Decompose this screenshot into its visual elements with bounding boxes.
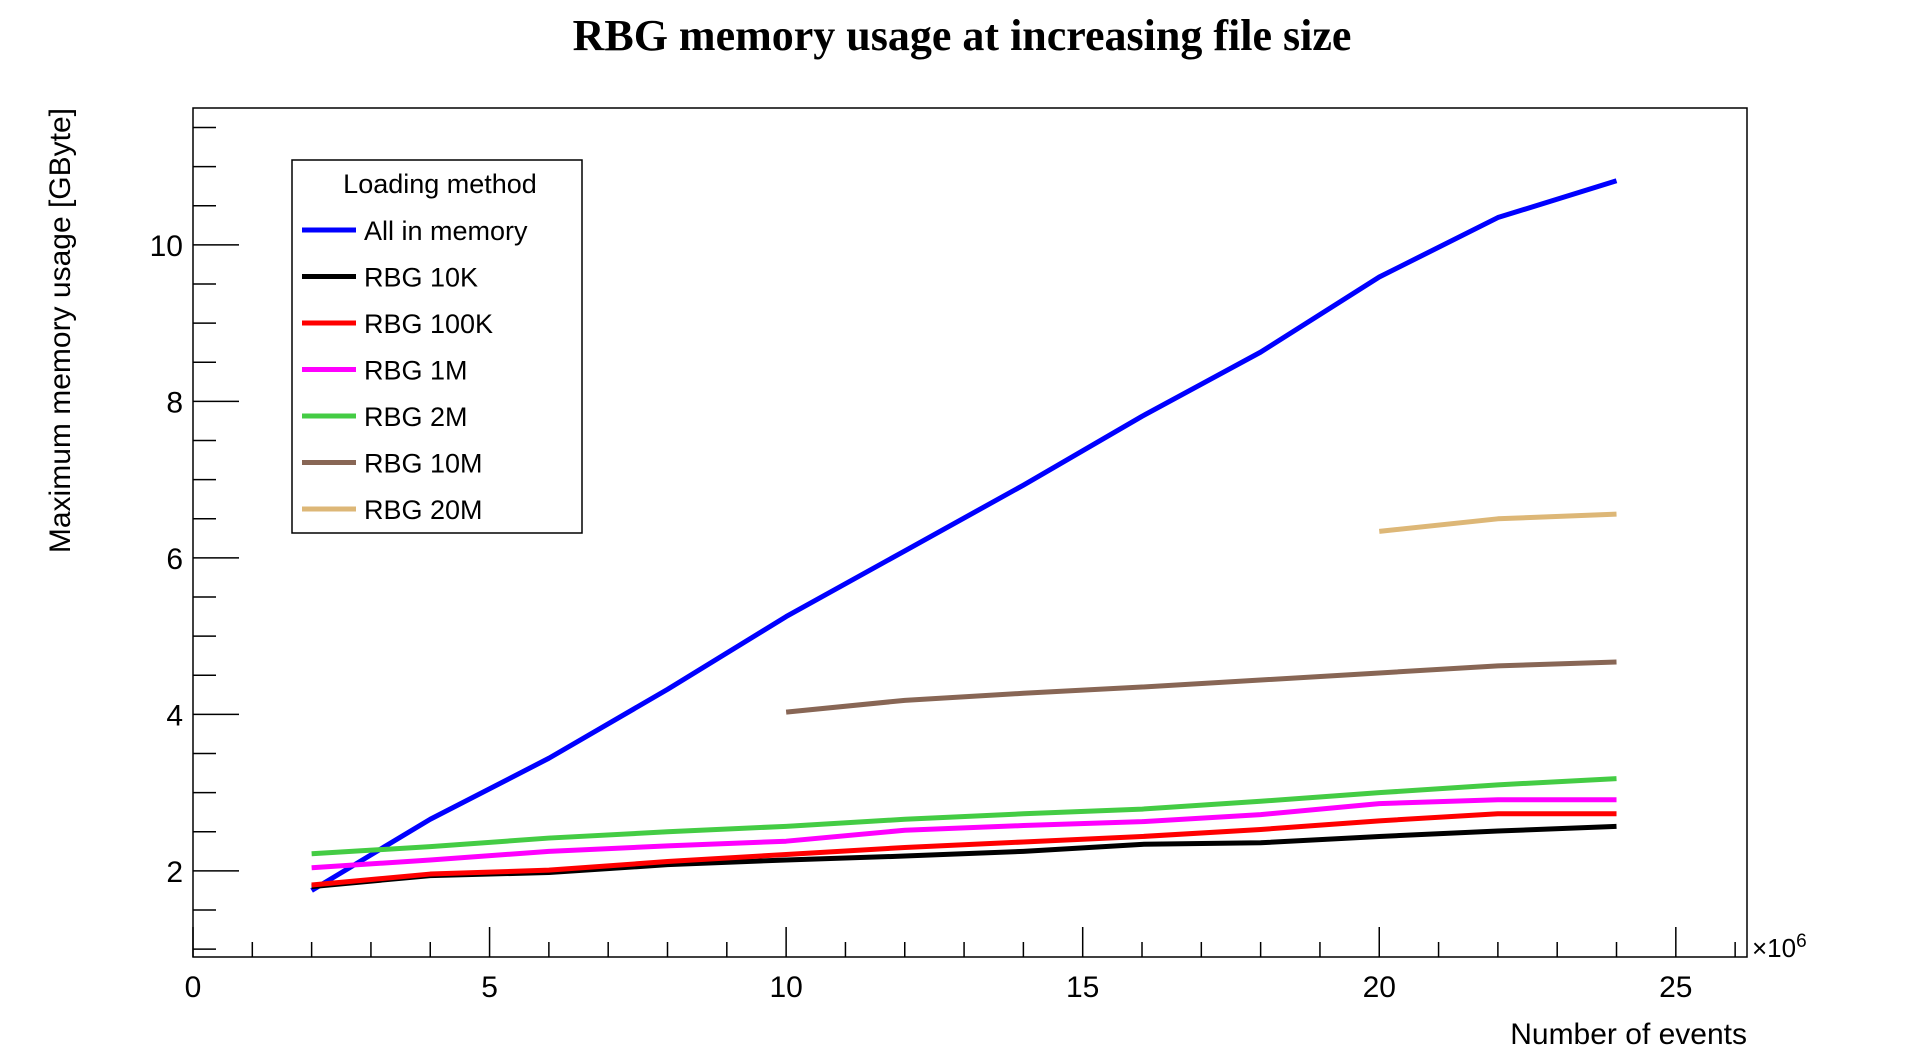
x-axis-label: Number of events bbox=[1510, 1018, 1747, 1051]
x-tick-label: 25 bbox=[1659, 971, 1692, 1004]
y-tick-label: 4 bbox=[166, 699, 183, 732]
series-line bbox=[310, 178, 1618, 893]
legend-title: Loading method bbox=[343, 169, 537, 199]
y-tick-label: 2 bbox=[166, 856, 183, 889]
legend-label: RBG 100K bbox=[364, 309, 493, 339]
x-axis-multiplier: ×106 bbox=[1752, 931, 1807, 963]
plot-frame bbox=[192, 107, 1748, 958]
series-line bbox=[785, 659, 1617, 715]
y-tick-label: 10 bbox=[150, 230, 183, 263]
y-tick-label: 8 bbox=[166, 386, 183, 419]
y-axis-label: Maximum memory usage [GByte] bbox=[44, 108, 77, 553]
series-line bbox=[311, 797, 1617, 871]
chart-title: RBG memory usage at increasing file size bbox=[573, 11, 1352, 60]
legend: Loading method All in memory RBG 10K RBG 1… bbox=[291, 159, 583, 534]
legend-box bbox=[291, 159, 583, 534]
legend-label: RBG 10M bbox=[364, 449, 483, 479]
series-line bbox=[1378, 511, 1617, 534]
x-tick-label: 20 bbox=[1363, 971, 1396, 1004]
series-layer bbox=[310, 178, 1618, 893]
legend-label: All in memory bbox=[364, 216, 528, 246]
legend-label: RBG 20M bbox=[364, 495, 483, 525]
series-line bbox=[311, 776, 1617, 857]
legend-items: All in memory RBG 10K RBG 100K RBG 1M RBG 2M… bbox=[302, 216, 528, 525]
x-tick-label: 5 bbox=[481, 971, 498, 1004]
series-line bbox=[311, 811, 1617, 888]
x-tick-label: 0 bbox=[185, 971, 202, 1004]
x-tick-label: 15 bbox=[1066, 971, 1099, 1004]
y-tick-label: 6 bbox=[166, 543, 183, 576]
legend-label: RBG 2M bbox=[364, 402, 468, 432]
legend-label: RBG 10K bbox=[364, 263, 478, 293]
y-axis: 2 4 6 8 10 bbox=[150, 126, 239, 950]
x-tick-label: 10 bbox=[769, 971, 802, 1004]
x-axis: 0 5 10 15 20 25 bbox=[185, 927, 1736, 1004]
legend-label: RBG 1M bbox=[364, 356, 468, 386]
